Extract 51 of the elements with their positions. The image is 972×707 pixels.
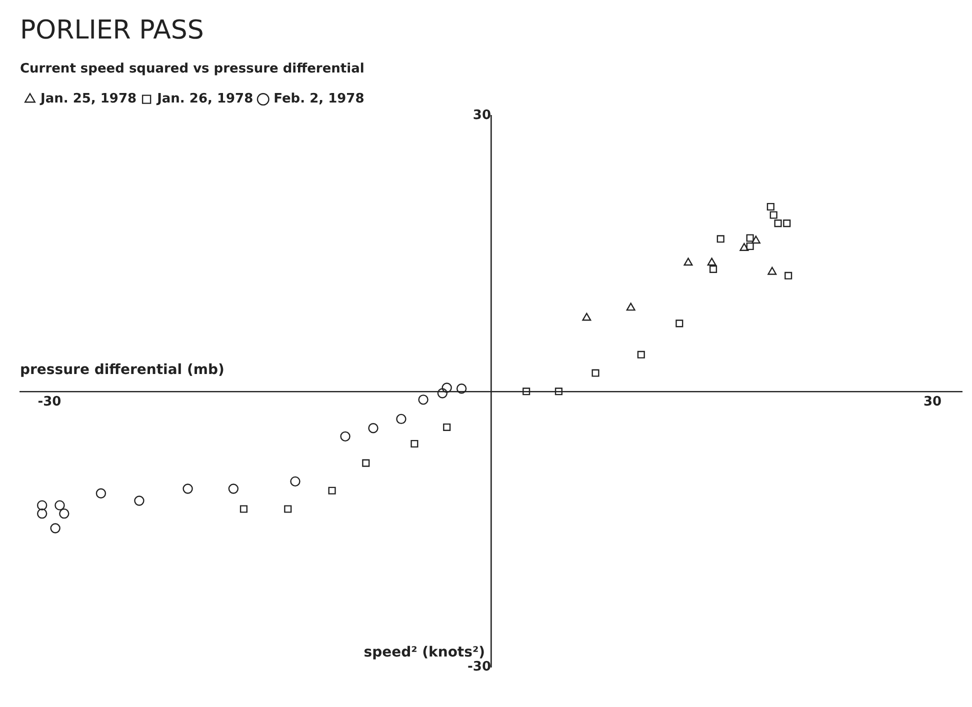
point bbox=[443, 423, 451, 432]
point bbox=[328, 486, 336, 494]
point bbox=[442, 382, 452, 393]
point bbox=[684, 258, 693, 266]
point bbox=[592, 369, 600, 377]
point bbox=[637, 350, 645, 358]
point bbox=[240, 505, 248, 513]
point bbox=[456, 384, 467, 394]
point bbox=[54, 500, 65, 510]
point bbox=[50, 523, 60, 534]
point bbox=[396, 414, 406, 424]
point bbox=[36, 508, 48, 519]
point bbox=[746, 242, 754, 250]
point bbox=[228, 484, 239, 494]
point bbox=[554, 388, 562, 396]
point bbox=[740, 242, 749, 251]
point bbox=[676, 320, 684, 328]
point bbox=[774, 220, 782, 228]
point bbox=[36, 500, 48, 510]
point bbox=[766, 202, 774, 211]
point bbox=[770, 211, 778, 219]
point bbox=[59, 508, 70, 519]
point bbox=[134, 496, 144, 506]
point bbox=[418, 394, 428, 405]
point bbox=[182, 484, 193, 494]
point bbox=[746, 234, 754, 242]
point bbox=[522, 388, 530, 396]
point bbox=[437, 388, 448, 398]
point bbox=[626, 302, 636, 311]
chart-subtitle: Current speed squared vs pressure differential bbox=[20, 61, 364, 76]
chart-title: PORLIER PASS bbox=[20, 15, 204, 46]
point bbox=[707, 258, 716, 266]
legend-label: Jan. 26, 1978 bbox=[156, 92, 254, 107]
point bbox=[410, 440, 418, 448]
point bbox=[96, 488, 106, 498]
point bbox=[284, 505, 292, 513]
point bbox=[783, 220, 791, 228]
point bbox=[716, 235, 724, 243]
y-axis-title: speed² (knots²) bbox=[364, 644, 485, 661]
point bbox=[768, 266, 777, 275]
point bbox=[362, 459, 370, 467]
point bbox=[340, 431, 350, 442]
legend-label: Feb. 2, 1978 bbox=[274, 92, 364, 107]
point bbox=[784, 272, 792, 280]
legend-label: Jan. 25, 1978 bbox=[40, 92, 137, 107]
point bbox=[368, 423, 378, 434]
x-axis-title: pressure differential (mb) bbox=[20, 362, 224, 378]
point bbox=[582, 312, 592, 321]
point bbox=[290, 476, 300, 487]
point bbox=[709, 265, 718, 273]
point bbox=[751, 236, 760, 244]
